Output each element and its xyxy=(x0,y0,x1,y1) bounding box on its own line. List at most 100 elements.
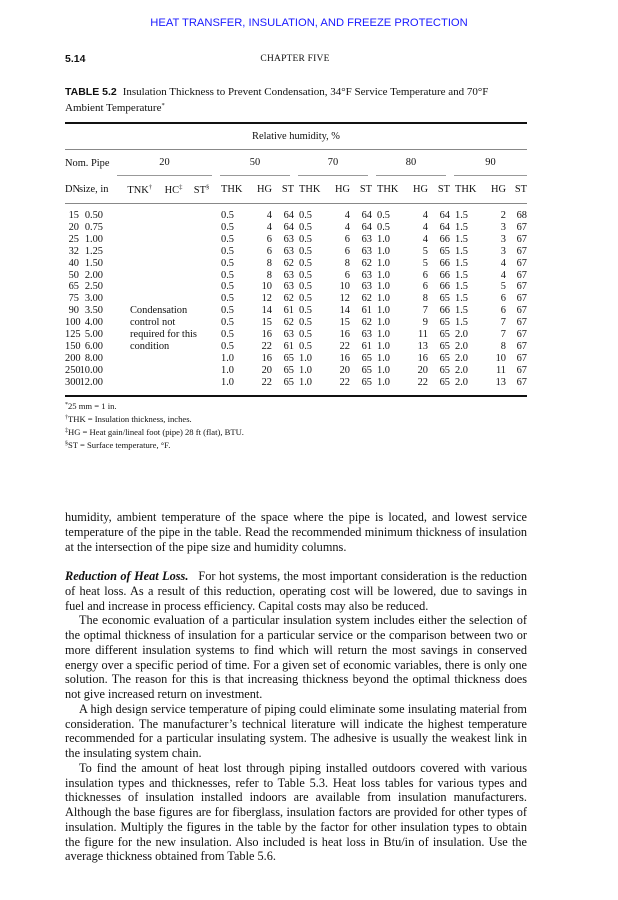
thk-cell: 1.0 xyxy=(377,340,390,352)
paragraph: A high design service temperature of pip… xyxy=(65,701,527,760)
hg-header: HG xyxy=(328,176,350,204)
st-cell: 63 xyxy=(361,281,372,293)
size-cell: 0.50 xyxy=(84,210,103,221)
dn-cell: 15 xyxy=(68,210,79,221)
thk-cell: 1.5 xyxy=(455,233,468,245)
hg-cell: 14 xyxy=(261,305,272,317)
size-cell: 1.00 xyxy=(84,233,103,245)
hg-header: HG xyxy=(406,176,428,204)
st-cell: 65 xyxy=(361,352,372,364)
table-title: Insulation Thickness to Prevent Condensa… xyxy=(65,86,489,114)
st-cell: 67 xyxy=(516,293,527,305)
st-cell: 67 xyxy=(516,317,527,329)
table-footnotes: *25 mm = 1 in. †THK = Insulation thicknes… xyxy=(65,399,244,451)
thk-cell: 0.5 xyxy=(299,293,312,305)
st-header: ST xyxy=(350,176,372,204)
size-cell: 2.00 xyxy=(84,269,103,281)
st-cell: 67 xyxy=(516,352,527,364)
thk-cell: 2.0 xyxy=(455,340,468,352)
thk-header: THK xyxy=(372,176,406,204)
st-cell: 62 xyxy=(361,293,372,305)
thk-cell: 1.5 xyxy=(455,269,468,281)
table-row: 300 12.00 1.0 22 65 1.0 22 65 1.0 22 65 2.0 13 67 xyxy=(65,377,527,389)
footnote-mark: ‡ xyxy=(65,428,68,434)
st-cell: 65 xyxy=(283,364,294,376)
st-header: ST xyxy=(506,176,527,204)
st-cell: 66 xyxy=(439,281,450,293)
relative-humidity-header: Relative humidity, % xyxy=(65,122,527,150)
st-cell: 63 xyxy=(361,233,372,245)
st-cell: 67 xyxy=(516,305,527,317)
hg-cell: 12 xyxy=(339,293,350,305)
footnote: §ST = Surface temperature, °F. xyxy=(65,438,244,451)
size-header: size, in xyxy=(79,176,108,204)
st-cell: 63 xyxy=(283,245,294,257)
size-cell: 10.00 xyxy=(79,364,103,376)
size-cell: 5.00 xyxy=(84,329,103,341)
footnote: *25 mm = 1 in. xyxy=(65,399,244,412)
hg-cell: 3 xyxy=(500,221,506,233)
st-cell: 67 xyxy=(516,376,527,388)
st-cell: 67 xyxy=(516,329,527,341)
hg-cell: 10 xyxy=(339,281,350,293)
thk-cell: 1.5 xyxy=(455,245,468,257)
st-cell: 64 xyxy=(283,210,294,221)
hg-cell: 20 xyxy=(261,364,272,376)
st-cell: 64 xyxy=(439,221,450,233)
size-cell: 3.00 xyxy=(84,293,103,305)
hg-cell: 4 xyxy=(266,210,272,221)
thk-cell: 0.5 xyxy=(299,340,312,352)
running-head: HEAT TRANSFER, INSULATION, AND FREEZE PR… xyxy=(150,17,468,29)
thk-cell: 1.0 xyxy=(377,376,390,388)
humidity-group-50: 50 xyxy=(220,150,290,176)
thk-cell: 0.5 xyxy=(299,233,312,245)
hg-cell: 20 xyxy=(417,364,428,376)
thk-cell: 1.0 xyxy=(299,352,312,364)
hg-cell: 3 xyxy=(500,245,506,257)
insulation-table: Relative humidity, % Nom. Pipe 20 50 70 … xyxy=(65,122,527,397)
size-cell: 8.00 xyxy=(84,352,103,364)
thk-cell: 0.5 xyxy=(221,257,234,269)
st-cell: 64 xyxy=(361,221,372,233)
hg-cell: 20 xyxy=(339,364,350,376)
hg-cell: 6 xyxy=(344,269,350,281)
table-row: 150 6.00 condition 0.5 22 61 0.5 22 61 1.0 13 65 2.0… xyxy=(65,341,527,353)
page-number: 5.14 xyxy=(65,53,86,65)
thk-header: THK xyxy=(216,176,250,204)
column-header-row: DN size, in TNK† HC‡ ST§ THK HG ST THK HG ST T… xyxy=(65,176,527,204)
hg-cell: 22 xyxy=(339,376,350,388)
thk-cell: 0.5 xyxy=(377,210,390,221)
hg-cell: 15 xyxy=(261,317,272,329)
table-row: 75 3.00 0.5 12 62 0.5 12 62 1.0 8 65 1.5 6 67 xyxy=(65,293,527,305)
thk-cell: 1.0 xyxy=(299,376,312,388)
hg-cell: 10 xyxy=(495,352,506,364)
humidity-group-70: 70 xyxy=(298,150,368,176)
hg-cell: 6 xyxy=(266,245,272,257)
thk-cell: 0.5 xyxy=(299,257,312,269)
paragraph: To find the amount of heat lost through … xyxy=(65,760,527,864)
hg-cell: 16 xyxy=(339,352,350,364)
st-cell: 61 xyxy=(361,340,372,352)
thk-cell: 1.0 xyxy=(377,364,390,376)
st-cell: 65 xyxy=(439,364,450,376)
table-row: 50 2.00 0.5 8 63 0.5 6 63 1.0 6 66 1.5 4 67 xyxy=(65,270,527,282)
thk-cell: 0.5 xyxy=(299,281,312,293)
thk-cell: 0.5 xyxy=(221,317,234,329)
hg-cell: 6 xyxy=(344,233,350,245)
size-cell: 3.50 xyxy=(84,305,103,317)
thk-cell: 1.0 xyxy=(377,233,390,245)
st-cell: 67 xyxy=(516,257,527,269)
hg-cell: 3 xyxy=(500,233,506,245)
table-row: 250 10.00 1.0 20 65 1.0 20 65 1.0 20 65 2.0 11 67 xyxy=(65,365,527,377)
size-cell: 4.00 xyxy=(84,317,103,329)
st-cell: 67 xyxy=(516,233,527,245)
thk-cell: 0.5 xyxy=(377,221,390,233)
footnote: †THK = Insulation thickness, inches. xyxy=(65,412,244,425)
table-row: 90 3.50 Condensation 0.5 14 61 0.5 14 61 1.0 7 66 1.… xyxy=(65,305,527,317)
footnote: ‡HG = Heat gain/lineal foot (pipe) 28 ft… xyxy=(65,425,244,438)
dn-cell: 150 xyxy=(65,340,81,352)
hg-cell: 13 xyxy=(417,340,428,352)
footnote-text: THK = Insulation thickness, inches. xyxy=(68,414,192,424)
thk-cell: 1.0 xyxy=(299,364,312,376)
size-cell: 6.00 xyxy=(84,340,103,352)
